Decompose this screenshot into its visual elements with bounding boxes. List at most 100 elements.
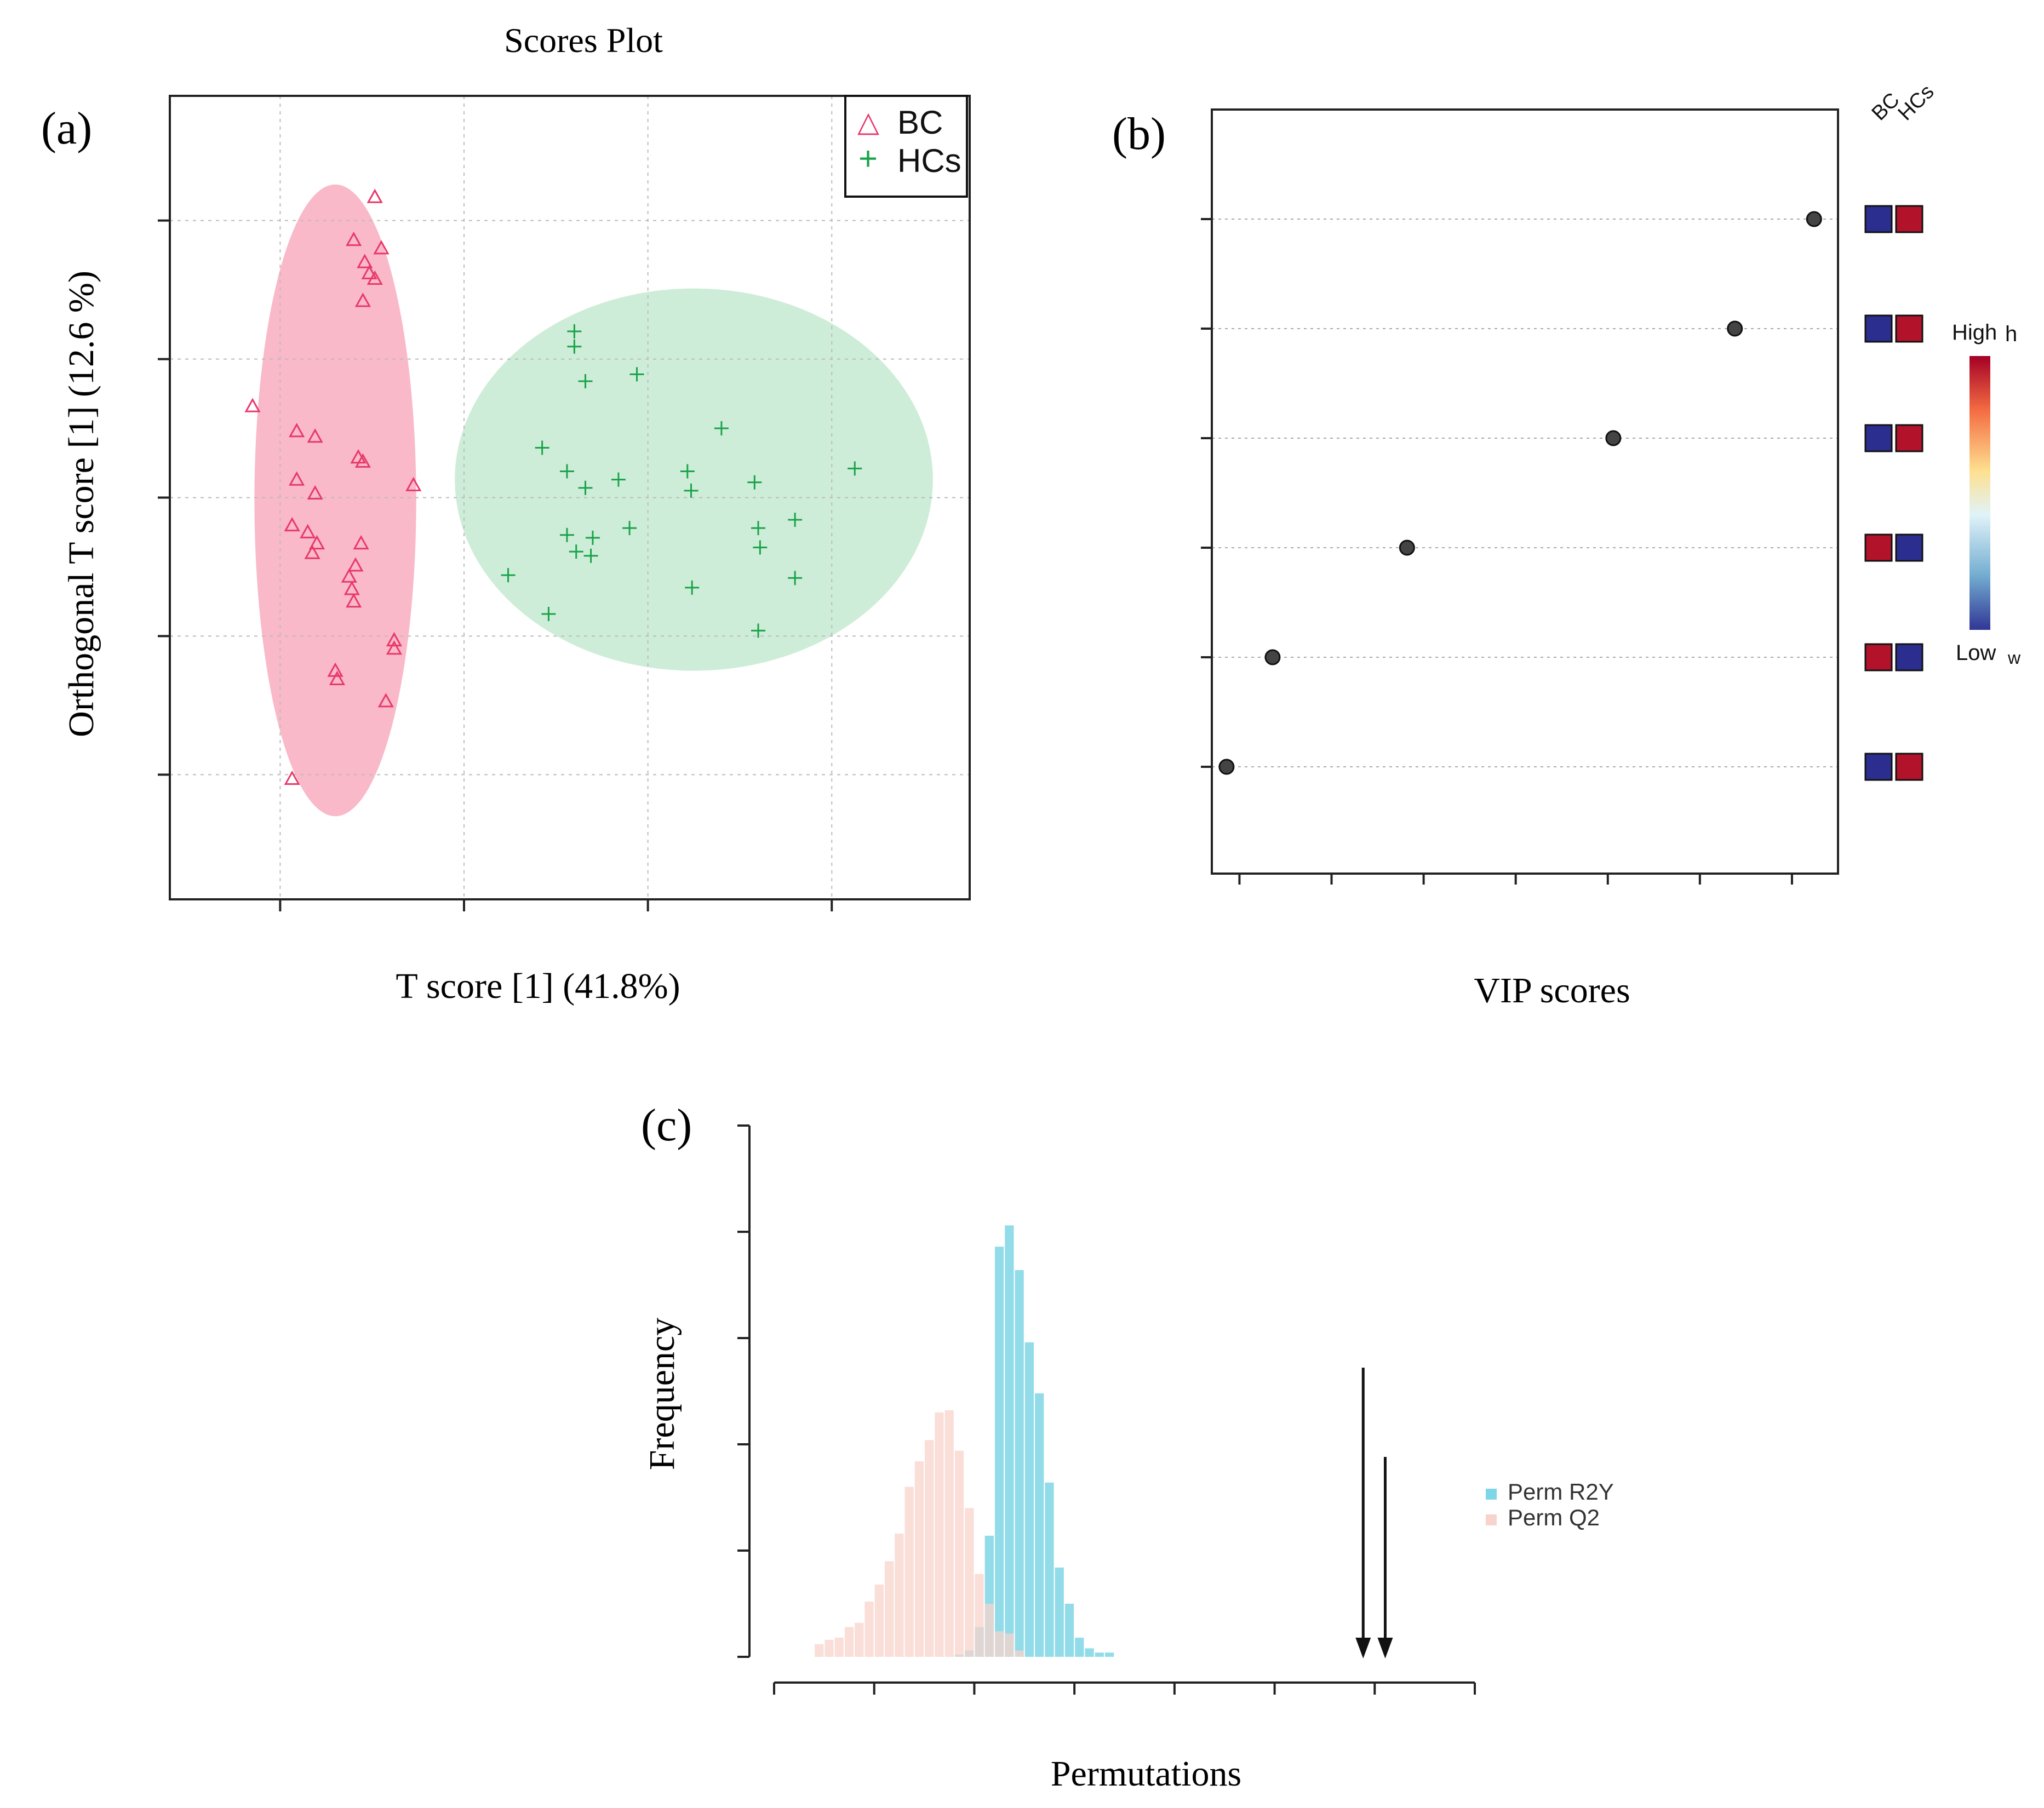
legend: Perm R2Y Perm Q2 <box>1486 1479 1614 1530</box>
heatmap-cell <box>1895 205 1923 233</box>
point-hc <box>747 475 762 490</box>
point-bc <box>307 485 323 500</box>
heatmap-cell <box>1864 753 1893 781</box>
point-hc <box>788 512 803 527</box>
bar-perm-r2y <box>1024 1342 1034 1657</box>
legend-swatch-r2y <box>1486 1489 1497 1500</box>
colorbar-low-suffix: w <box>2007 648 2021 668</box>
vip-point <box>1806 211 1822 227</box>
bar-perm-r2y <box>1045 1482 1054 1657</box>
bar-perm-q2 <box>895 1533 904 1657</box>
point-bc <box>244 398 261 412</box>
vip-point <box>1218 759 1235 775</box>
point-hc <box>583 548 598 563</box>
y-axis <box>158 219 170 776</box>
x-axis-label: Permutations <box>1051 1754 1241 1794</box>
colorbar-gradient <box>1969 356 1990 630</box>
point-hc <box>569 544 583 559</box>
bar-perm-r2y <box>1085 1648 1094 1657</box>
point-bc <box>284 516 300 532</box>
panel-c: (c) Permutations Frequency Perm R2Y Perm… <box>641 1100 1614 1794</box>
vip-point <box>1264 649 1281 665</box>
panel-a-letter: (a) <box>41 103 92 154</box>
point-hc <box>501 568 516 583</box>
point-bc <box>343 581 360 595</box>
x-axis-label: VIP scores <box>1474 971 1630 1011</box>
point-bc <box>386 632 403 647</box>
bar-perm-r2y <box>1095 1652 1104 1657</box>
axes <box>737 1124 1476 1695</box>
vip-point <box>1399 539 1415 556</box>
colorbar: High h Low w <box>1952 320 2021 668</box>
group-ellipses <box>254 184 933 817</box>
legend-swatch-q2 <box>1486 1514 1497 1525</box>
point-bc <box>367 270 383 285</box>
point-hc <box>788 571 803 586</box>
legend-marker-hcs: + <box>858 140 878 177</box>
point-bc <box>300 524 316 538</box>
heatmap-cell <box>1864 205 1893 233</box>
x-axis-label: T score [1] (41.8%) <box>396 966 680 1006</box>
ellipse-hcs <box>455 288 933 671</box>
colorbar-high-suffix: h <box>2005 322 2017 346</box>
bar-perm-q2 <box>975 1574 984 1657</box>
legend-label-hcs: HCs <box>897 142 961 179</box>
data-points <box>244 188 862 785</box>
point-hc <box>541 606 556 621</box>
point-bc <box>386 640 403 655</box>
point-hc <box>567 339 582 354</box>
point-hc <box>714 421 729 436</box>
heatmap-col-hcs: HCs <box>1894 80 1939 125</box>
point-bc <box>377 693 394 708</box>
bar-perm-q2 <box>815 1644 824 1657</box>
point-bc <box>329 670 345 685</box>
legend-box <box>844 95 968 198</box>
panel-a: (a) Scores Plot T score [1] (41.8%) Orth… <box>41 21 971 1006</box>
bar-perm-q2 <box>1015 1650 1024 1657</box>
heatmap-cell <box>1895 424 1923 452</box>
point-bc <box>284 770 300 785</box>
colorbar-low-label: Low <box>1956 641 1996 665</box>
point-bc <box>307 428 323 443</box>
heatmap-cell <box>1864 533 1893 562</box>
heatmap-cell <box>1895 314 1923 343</box>
bar-perm-q2 <box>904 1486 914 1657</box>
point-hc <box>629 367 644 382</box>
bar-perm-q2 <box>984 1604 994 1657</box>
legend: △ BC + HCs <box>844 95 968 198</box>
grid <box>170 96 970 899</box>
bar-perm-q2 <box>1005 1633 1014 1657</box>
bar-perm-q2 <box>874 1585 884 1657</box>
point-bc <box>354 292 371 307</box>
bar-perm-r2y <box>1104 1652 1114 1657</box>
bar-perm-r2y <box>1015 1270 1024 1657</box>
panel-b: (b) VIP scores BC HCs High h Low w <box>1112 80 2021 1011</box>
heatmap-cell <box>1895 643 1923 671</box>
colorbar-high-label: High <box>1952 320 1997 345</box>
plot-frame <box>1211 108 1839 875</box>
bar-perm-q2 <box>855 1622 864 1657</box>
point-hc <box>611 472 626 487</box>
vip-point <box>1605 430 1622 446</box>
heatmap-cell <box>1895 753 1923 781</box>
bar-perm-q2 <box>925 1440 934 1657</box>
point-hc <box>753 540 768 555</box>
bar-perm-q2 <box>954 1450 964 1657</box>
point-bc <box>361 265 377 279</box>
point-bc <box>347 557 364 572</box>
point-bc <box>373 240 390 255</box>
point-bc <box>367 188 383 203</box>
point-hc <box>535 440 549 455</box>
bar-perm-q2 <box>825 1639 834 1657</box>
point-hc <box>559 464 574 479</box>
bar-perm-q2 <box>844 1627 854 1657</box>
point-hc <box>848 461 862 476</box>
bar-perm-r2y <box>1064 1604 1074 1657</box>
panel-b-letter: (b) <box>1112 108 1166 159</box>
vip-points <box>1218 211 1822 775</box>
y-axis <box>1201 218 1212 768</box>
point-bc <box>354 453 371 468</box>
bar-perm-r2y <box>994 1247 1004 1657</box>
x-axis <box>279 899 833 911</box>
heatmap-cell <box>1864 314 1893 343</box>
